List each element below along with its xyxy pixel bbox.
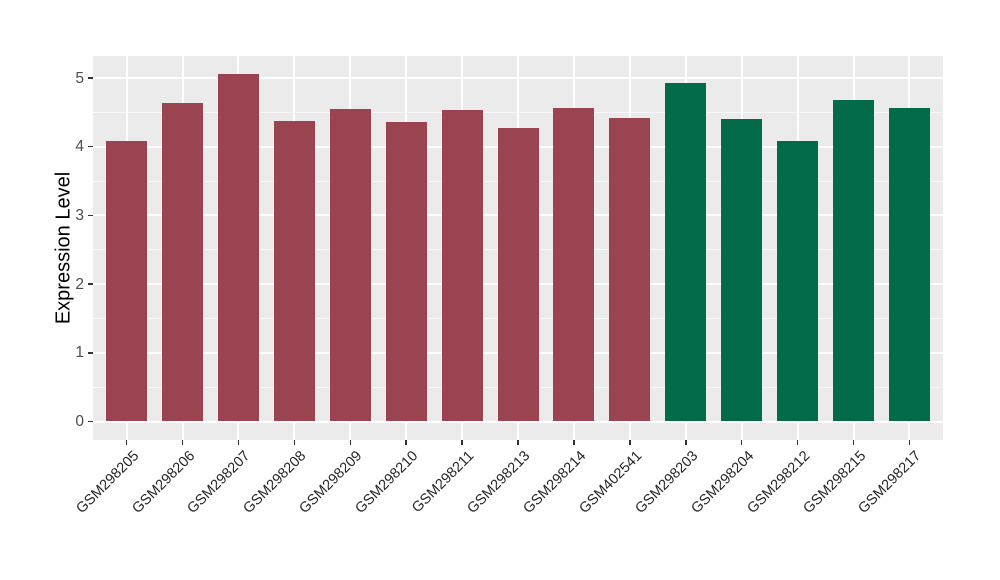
y-axis-tick-label: 5: [75, 69, 84, 87]
bar-GSM298204: [721, 119, 763, 422]
y-axis-tick: [88, 352, 93, 354]
y-axis-tick-label: 3: [75, 206, 84, 224]
bar-GSM402541: [609, 117, 651, 422]
x-axis-tick: [405, 440, 407, 445]
bar-GSM298211: [441, 110, 483, 422]
y-axis-tick: [88, 77, 93, 79]
bar-GSM298212: [777, 141, 819, 422]
y-axis-tick-label: 0: [75, 413, 84, 430]
y-axis-tick: [88, 283, 93, 285]
bar-GSM298213: [497, 128, 539, 422]
gridline-minor: [93, 111, 943, 113]
x-axis-tick: [125, 440, 128, 445]
x-axis-tick: [573, 440, 575, 445]
y-axis-tick-label: 2: [75, 275, 84, 293]
bar-GSM298207: [217, 73, 259, 422]
bar-GSM298209: [329, 108, 371, 422]
bar-GSM298208: [273, 120, 315, 422]
plot-panel: [93, 56, 943, 440]
bar-GSM298210: [385, 121, 427, 422]
bar-GSM298205: [106, 141, 148, 422]
bar-GSM298206: [162, 102, 204, 422]
y-axis-tick: [88, 214, 93, 217]
y-axis-tick: [88, 145, 93, 148]
y-axis-tick-label: 1: [75, 344, 84, 362]
x-axis-tick: [685, 440, 687, 445]
y-axis-tick-label: 4: [75, 138, 84, 156]
y-axis-title: Expression Level: [52, 171, 75, 325]
x-axis-tick: [237, 440, 240, 445]
x-axis-tick: [181, 440, 184, 445]
x-axis-tick: [796, 440, 799, 445]
x-axis-tick: [629, 440, 631, 445]
x-axis-tick: [852, 440, 855, 445]
x-axis-tick: [293, 440, 296, 445]
bar-GSM298203: [665, 82, 707, 422]
x-axis-tick: [349, 440, 352, 445]
x-axis-tick: [517, 440, 519, 445]
x-axis-tick: [740, 440, 743, 445]
bar-GSM298215: [833, 99, 875, 422]
x-axis-tick: [461, 440, 463, 445]
bar-GSM298217: [888, 108, 930, 422]
gridline-major: [93, 420, 943, 423]
y-axis-tick: [88, 420, 93, 423]
gridline-major: [93, 77, 943, 79]
bar-GSM298214: [553, 108, 595, 422]
x-axis-tick: [908, 440, 911, 445]
